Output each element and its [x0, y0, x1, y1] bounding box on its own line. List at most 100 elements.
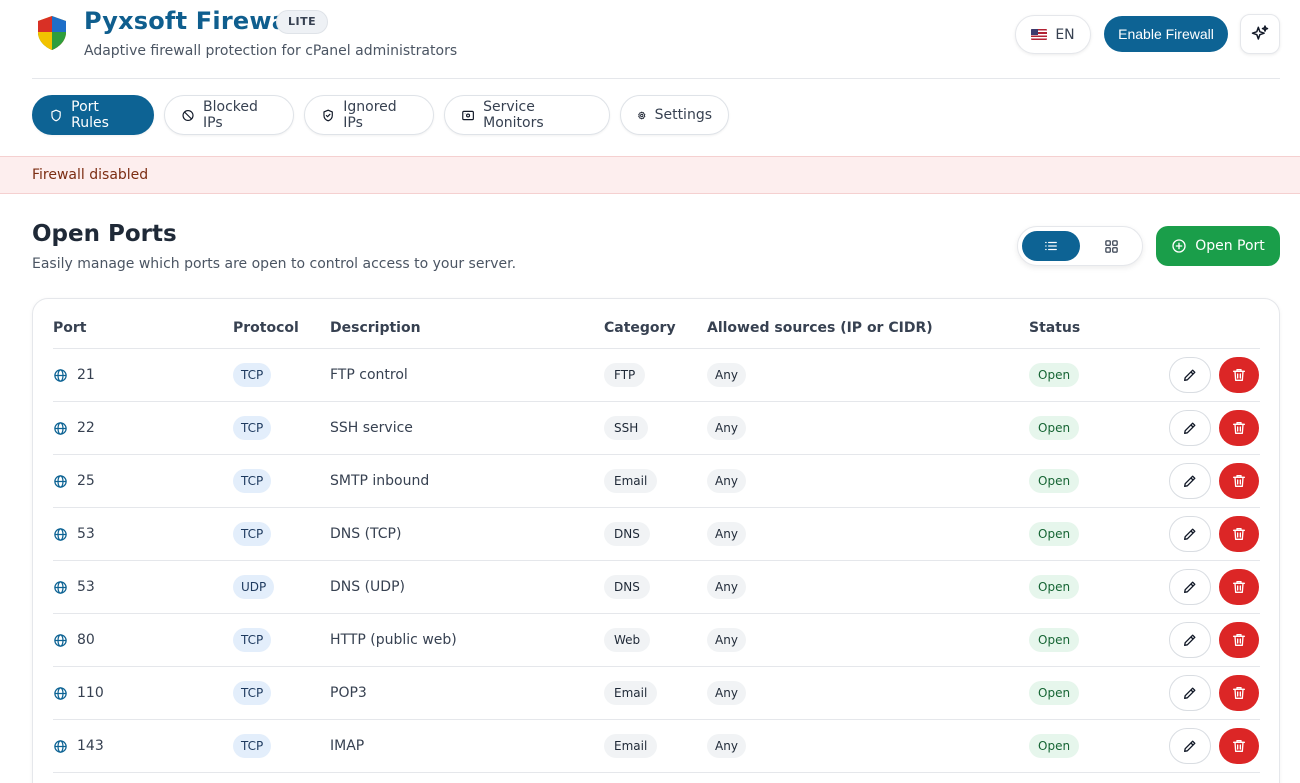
globe-icon	[54, 580, 67, 594]
category-cell: Email	[604, 455, 658, 507]
globe-icon	[54, 421, 67, 435]
shield-logo-icon	[38, 16, 66, 50]
monitor-icon	[462, 110, 474, 120]
status-badge: Open	[1029, 575, 1080, 599]
edit-button[interactable]	[1169, 622, 1211, 658]
trash-icon	[1233, 475, 1245, 487]
table-row: 143 TCP IMAP Email Any Open	[53, 720, 1260, 773]
grid-view-button[interactable]	[1084, 231, 1138, 261]
pencil-icon	[1184, 475, 1196, 487]
sources-badge: Any	[707, 734, 746, 758]
table-row: 25 TCP SMTP inbound Email Any Open	[53, 455, 1260, 508]
delete-button[interactable]	[1219, 569, 1259, 605]
column-header-allowed-sources: Allowed sources (IP or CIDR)	[707, 320, 933, 336]
protocol-cell: TCP	[233, 349, 272, 401]
edit-button[interactable]	[1169, 463, 1211, 499]
description-cell: SMTP inbound	[330, 455, 429, 507]
delete-button[interactable]	[1219, 622, 1259, 658]
enable-firewall-button[interactable]: Enable Firewall	[1104, 16, 1228, 52]
table-row: 53 TCP DNS (TCP) DNS Any Open	[53, 508, 1260, 561]
tab-settings[interactable]: Settings	[620, 95, 729, 135]
edit-button[interactable]	[1169, 728, 1211, 764]
protocol-badge: TCP	[233, 363, 272, 387]
view-mode-toggle	[1017, 226, 1143, 266]
app-subtitle: Adaptive firewall protection for cPanel …	[84, 43, 458, 59]
tab-ignored-ips[interactable]: Ignored IPs	[304, 95, 434, 135]
sources-badge: Any	[707, 416, 746, 440]
ai-assistant-button[interactable]	[1240, 14, 1280, 54]
delete-button[interactable]	[1219, 410, 1259, 446]
trash-icon	[1233, 581, 1245, 593]
list-view-button[interactable]	[1022, 231, 1080, 261]
page-title: Open Ports	[32, 221, 177, 247]
category-cell: SSH	[604, 402, 649, 454]
open-port-button[interactable]: Open Port	[1156, 226, 1280, 266]
tab-port-rules[interactable]: Port Rules	[32, 95, 154, 135]
column-header-category: Category	[604, 320, 676, 336]
port-number: 21	[77, 367, 95, 383]
edit-button[interactable]	[1169, 357, 1211, 393]
category-badge: Web	[604, 628, 651, 652]
pencil-icon	[1184, 369, 1196, 381]
status-cell: Open	[1029, 508, 1080, 560]
column-header-port: Port	[53, 320, 87, 336]
table-row: 110 TCP POP3 Email Any Open	[53, 667, 1260, 720]
port-number: 53	[77, 526, 95, 542]
protocol-badge: TCP	[233, 469, 272, 493]
category-cell: DNS	[604, 508, 650, 560]
sources-cell: Any	[707, 561, 746, 613]
port-description: SSH service	[330, 420, 413, 436]
category-badge: SSH	[604, 416, 649, 440]
port-description: SMTP inbound	[330, 473, 430, 489]
globe-icon	[54, 527, 67, 541]
open-port-label: Open Port	[1195, 238, 1265, 254]
tab-label: Port Rules	[71, 99, 109, 131]
sources-cell: Any	[707, 402, 746, 454]
shield-check-icon	[323, 109, 333, 121]
delete-button[interactable]	[1219, 357, 1259, 393]
sources-badge: Any	[707, 681, 746, 705]
pencil-icon	[1184, 634, 1196, 646]
status-cell: Open	[1029, 349, 1080, 401]
pencil-icon	[1184, 687, 1196, 699]
delete-button[interactable]	[1219, 675, 1259, 711]
status-cell: Open	[1029, 614, 1080, 666]
delete-button[interactable]	[1219, 728, 1259, 764]
language-selector[interactable]: EN	[1015, 15, 1091, 54]
category-badge: Email	[604, 469, 658, 493]
protocol-cell: TCP	[233, 455, 272, 507]
port-description: DNS (UDP)	[330, 579, 405, 595]
port-description: IMAP	[330, 738, 365, 754]
status-badge: Open	[1029, 522, 1080, 546]
port-number: 25	[77, 473, 95, 489]
port-number: 22	[77, 420, 95, 436]
status-badge: Open	[1029, 363, 1080, 387]
delete-button[interactable]	[1219, 516, 1259, 552]
delete-button[interactable]	[1219, 463, 1259, 499]
category-badge: DNS	[604, 522, 650, 546]
edit-button[interactable]	[1169, 516, 1211, 552]
protocol-cell: UDP	[233, 561, 275, 613]
protocol-cell: TCP	[233, 720, 272, 772]
status-cell: Open	[1029, 402, 1080, 454]
pencil-icon	[1184, 740, 1196, 752]
status-badge: Open	[1029, 734, 1080, 758]
column-header-protocol: Protocol	[233, 320, 299, 336]
edit-button[interactable]	[1169, 569, 1211, 605]
category-cell: Web	[604, 614, 651, 666]
tab-service-monitors[interactable]: Service Monitors	[444, 95, 610, 135]
protocol-cell: TCP	[233, 402, 272, 454]
status-cell: Open	[1029, 720, 1080, 772]
pencil-icon	[1184, 422, 1196, 434]
edit-button[interactable]	[1169, 410, 1211, 446]
port-number: 80	[77, 632, 95, 648]
shield-icon	[51, 109, 61, 121]
tab-blocked-ips[interactable]: Blocked IPs	[164, 95, 294, 135]
port-number: 143	[77, 738, 104, 754]
globe-icon	[54, 739, 67, 753]
column-header-status: Status	[1029, 320, 1081, 336]
edit-button[interactable]	[1169, 675, 1211, 711]
protocol-badge: TCP	[233, 628, 272, 652]
sources-badge: Any	[707, 522, 746, 546]
port-cell: 53	[53, 561, 95, 613]
